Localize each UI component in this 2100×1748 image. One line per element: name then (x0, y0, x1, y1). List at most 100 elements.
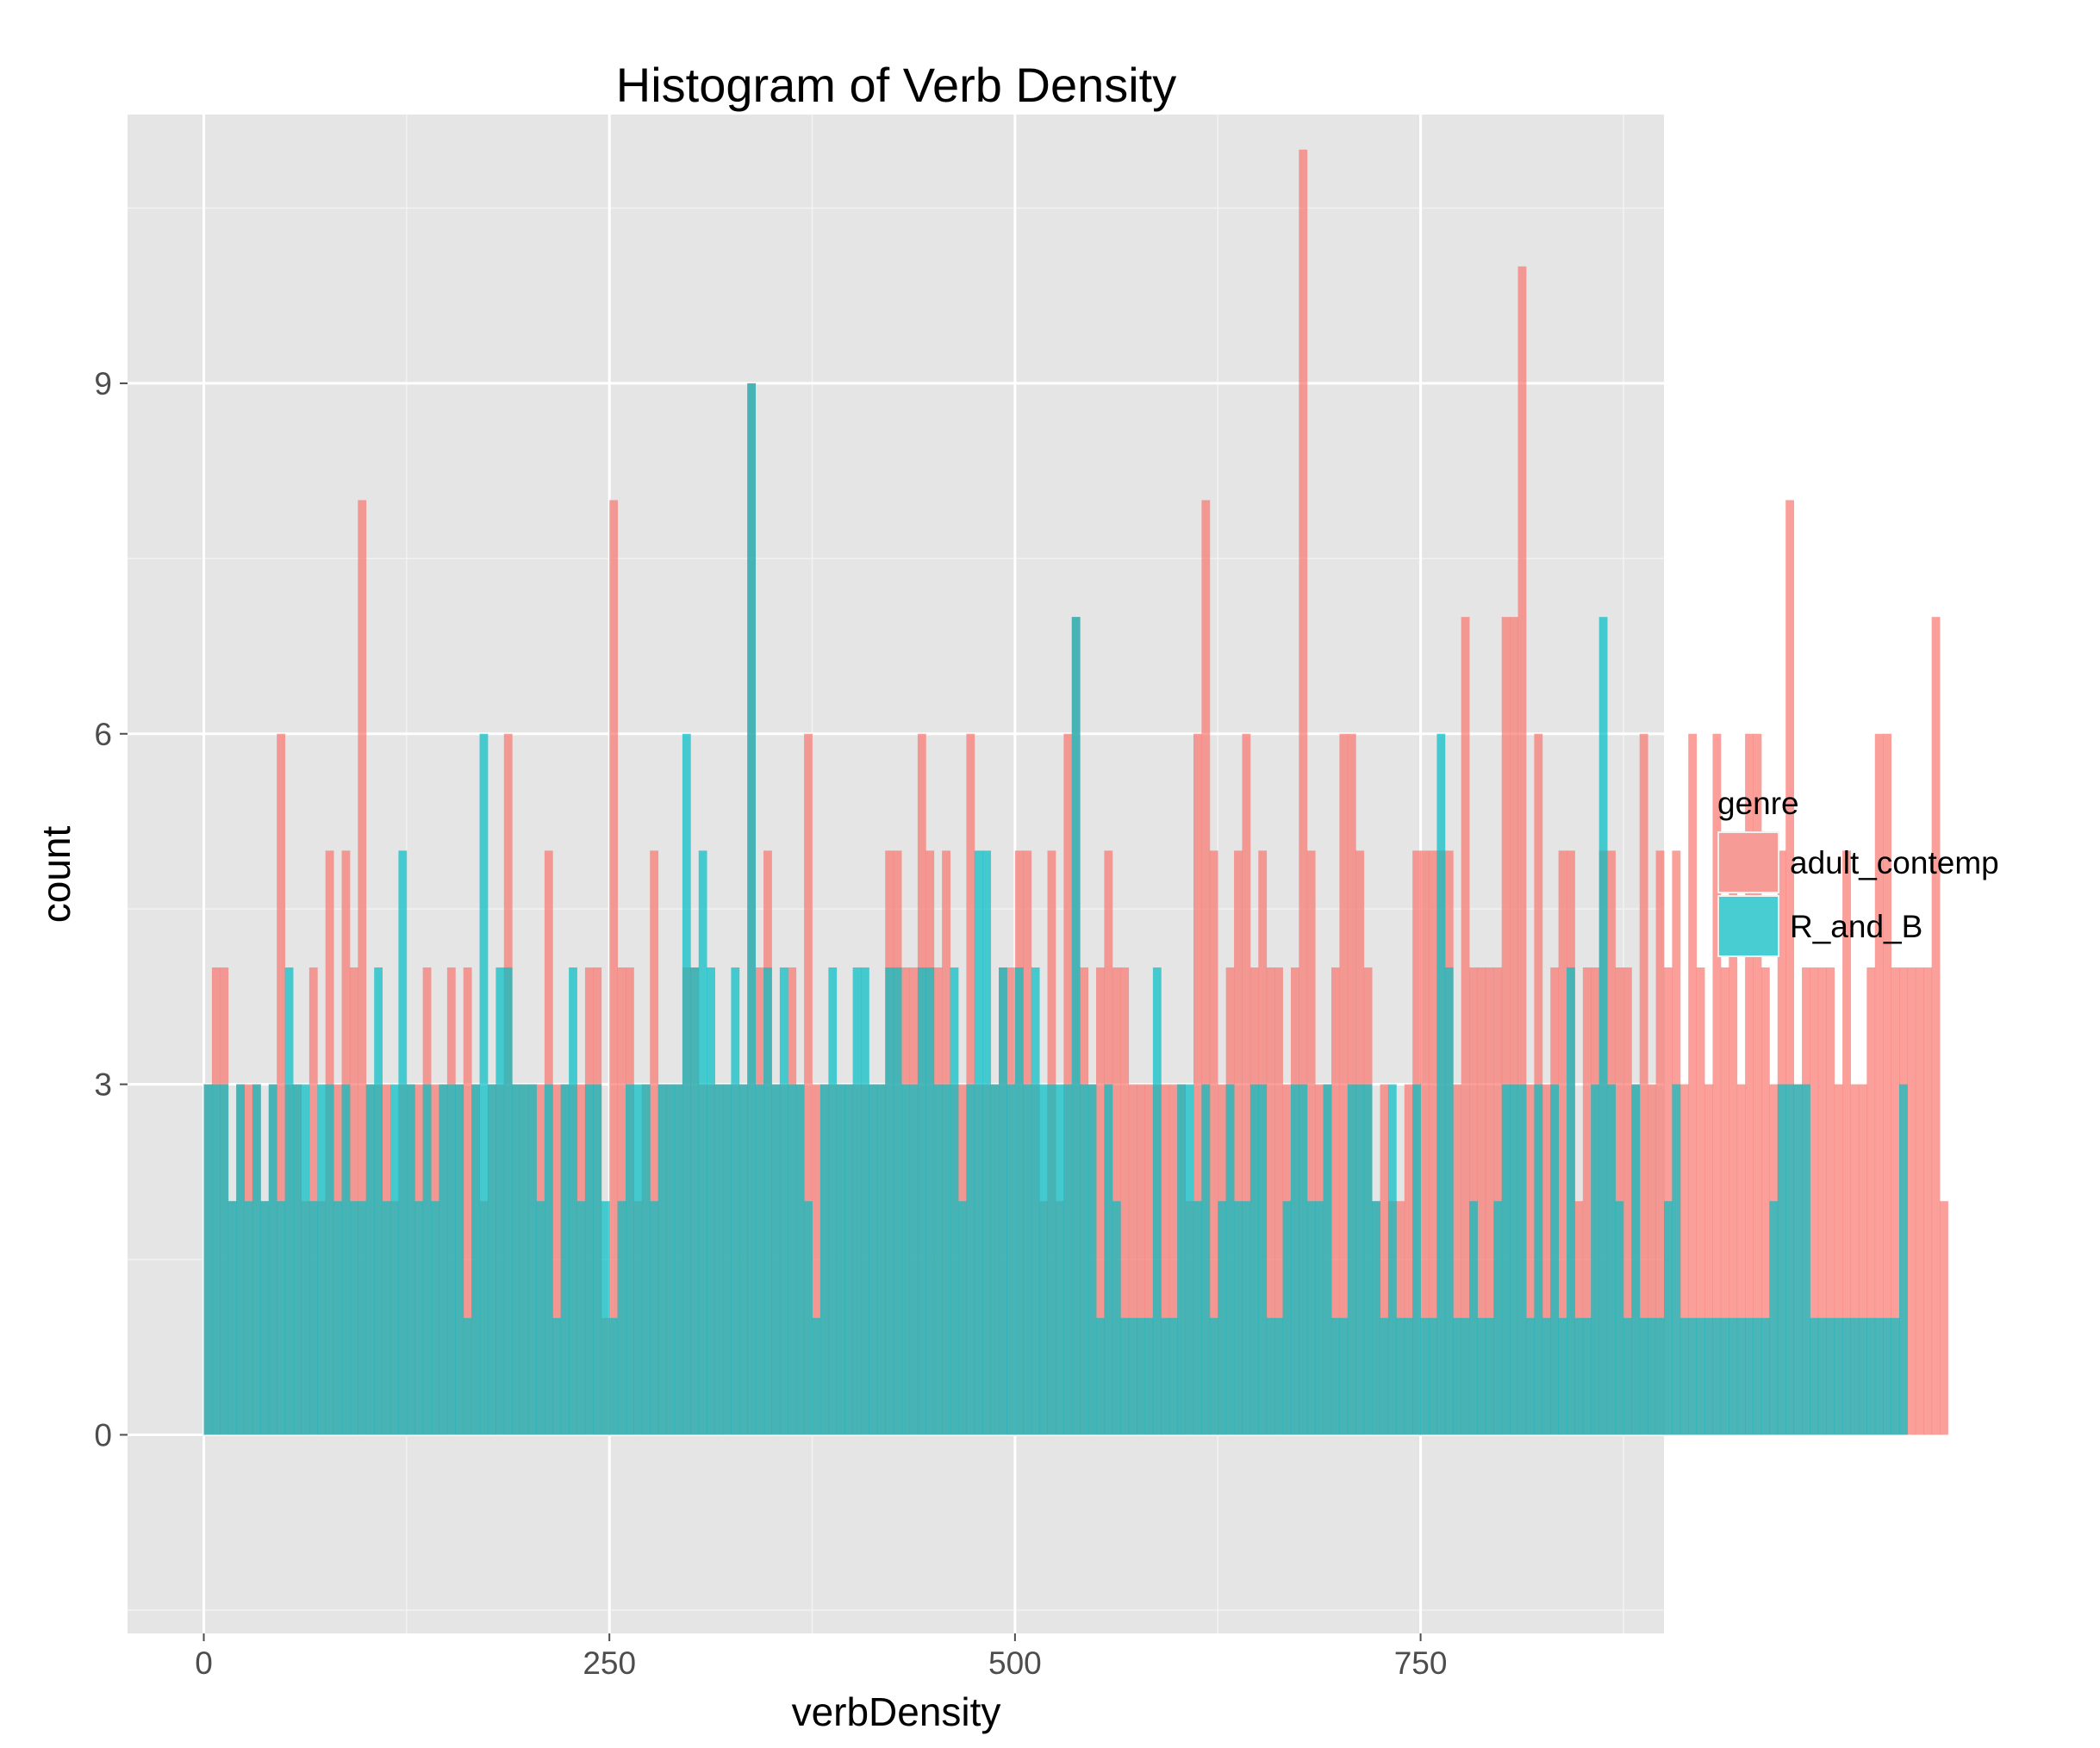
bar-r-and-b (933, 1084, 943, 1435)
bar-r-and-b (1453, 1317, 1462, 1435)
bar-r-and-b (268, 1084, 277, 1435)
bar-r-and-b (1534, 1084, 1543, 1435)
bar-r-and-b (1679, 1317, 1689, 1435)
bar-r-and-b (747, 383, 757, 1435)
bar-adult-contemp (1874, 733, 1884, 1435)
bar-r-and-b (1234, 1201, 1243, 1435)
bar-adult-contemp (1242, 733, 1251, 1435)
bar-r-and-b (1810, 1317, 1819, 1435)
bar-adult-contemp (1128, 1084, 1137, 1435)
bar-adult-contemp (1923, 967, 1933, 1435)
bar-adult-contemp (1817, 967, 1827, 1435)
bar-r-and-b (1339, 1317, 1349, 1435)
bar-adult-contemp (1785, 500, 1795, 1435)
bar-adult-contemp (1940, 1201, 1948, 1435)
bar-r-and-b (252, 1084, 261, 1435)
bar-r-and-b (220, 1084, 229, 1435)
bar-r-and-b (398, 850, 408, 1435)
bar-r-and-b (569, 967, 577, 1435)
bar-adult-contemp (1810, 967, 1819, 1435)
bar-r-and-b (861, 967, 869, 1435)
bar-adult-contemp (1299, 149, 1308, 1435)
bar-adult-contemp (463, 967, 472, 1435)
bar-adult-contemp (1428, 850, 1437, 1435)
y-tick-label: 0 (94, 1417, 112, 1453)
bar-r-and-b (1290, 1084, 1299, 1435)
bar-r-and-b (1128, 1317, 1137, 1435)
bar-adult-contemp (1517, 266, 1527, 1435)
bar-r-and-b (1331, 1317, 1340, 1435)
bar-r-and-b (1071, 617, 1081, 1435)
bar-adult-contemp (1339, 733, 1349, 1435)
bar-r-and-b (1550, 1084, 1560, 1435)
bar-r-and-b (1185, 1084, 1194, 1435)
bar-r-and-b (1323, 1084, 1332, 1435)
bar-r-and-b (211, 1084, 221, 1435)
bar-adult-contemp (804, 733, 813, 1435)
bar-adult-contemp (1234, 850, 1243, 1435)
bar-r-and-b (771, 1084, 781, 1435)
bar-r-and-b (1014, 967, 1024, 1435)
bar-r-and-b (1883, 1317, 1891, 1435)
bar-r-and-b (626, 1084, 634, 1435)
bar-r-and-b (1299, 1084, 1308, 1435)
bar-r-and-b (341, 1084, 351, 1435)
bar-r-and-b (333, 1201, 342, 1435)
bar-adult-contemp (1883, 733, 1891, 1435)
legend-title: genre (1717, 786, 1799, 821)
bar-r-and-b (1193, 1201, 1202, 1435)
bar-r-and-b (1144, 1317, 1154, 1435)
bar-r-and-b (1477, 1317, 1486, 1435)
bar-adult-contemp (1168, 1084, 1178, 1435)
bar-adult-contemp (1331, 967, 1340, 1435)
bar-r-and-b (1039, 1084, 1048, 1435)
bar-r-and-b (512, 1084, 521, 1435)
bar-r-and-b (1436, 733, 1446, 1435)
bar-r-and-b (1201, 1084, 1211, 1435)
bar-adult-contemp (1574, 1201, 1584, 1435)
bar-r-and-b (1120, 1317, 1130, 1435)
bar-r-and-b (909, 1084, 919, 1435)
bar-r-and-b (503, 967, 513, 1435)
bar-adult-contemp (1501, 617, 1511, 1435)
bar-r-and-b (869, 1084, 878, 1435)
bar-r-and-b (406, 1084, 415, 1435)
bar-adult-contemp (1623, 967, 1632, 1435)
bar-r-and-b (650, 1201, 659, 1435)
y-axis-ticks: 0 3 6 9 (94, 366, 128, 1453)
bar-r-and-b (463, 1317, 472, 1435)
bar-r-and-b (844, 1084, 854, 1435)
bar-adult-contemp (1201, 500, 1211, 1435)
bar-r-and-b (1363, 1084, 1373, 1435)
bar-r-and-b (1850, 1317, 1860, 1435)
bar-r-and-b (974, 850, 983, 1435)
bar-r-and-b (1607, 1084, 1616, 1435)
bar-adult-contemp (358, 500, 367, 1435)
bar-r-and-b (950, 967, 959, 1435)
bar-r-and-b (1080, 1084, 1089, 1435)
bar-adult-contemp (1696, 967, 1705, 1435)
bar-adult-contemp (1891, 967, 1900, 1435)
bar-r-and-b (788, 1084, 797, 1435)
bar-r-and-b (431, 1201, 439, 1435)
bar-r-and-b (763, 967, 772, 1435)
bar-adult-contemp (1485, 967, 1494, 1435)
legend: genre adult_contemp R_and_B (1717, 786, 1999, 957)
bar-r-and-b (1753, 1317, 1762, 1435)
bar-adult-contemp (1753, 733, 1762, 1435)
bar-r-and-b (455, 1084, 464, 1435)
bar-r-and-b (1282, 1201, 1292, 1435)
bar-r-and-b (633, 1084, 643, 1435)
bar-r-and-b (552, 1317, 562, 1435)
bar-r-and-b (1582, 1317, 1592, 1435)
bar-r-and-b (942, 1084, 950, 1435)
bar-r-and-b (495, 967, 505, 1435)
bar-r-and-b (1347, 1084, 1356, 1435)
bar-r-and-b (722, 1084, 732, 1435)
bar-r-and-b (999, 967, 1007, 1435)
bar-r-and-b (544, 1084, 553, 1435)
bar-r-and-b (698, 850, 707, 1435)
bar-r-and-b (260, 1201, 270, 1435)
bar-r-and-b (1209, 1317, 1218, 1435)
